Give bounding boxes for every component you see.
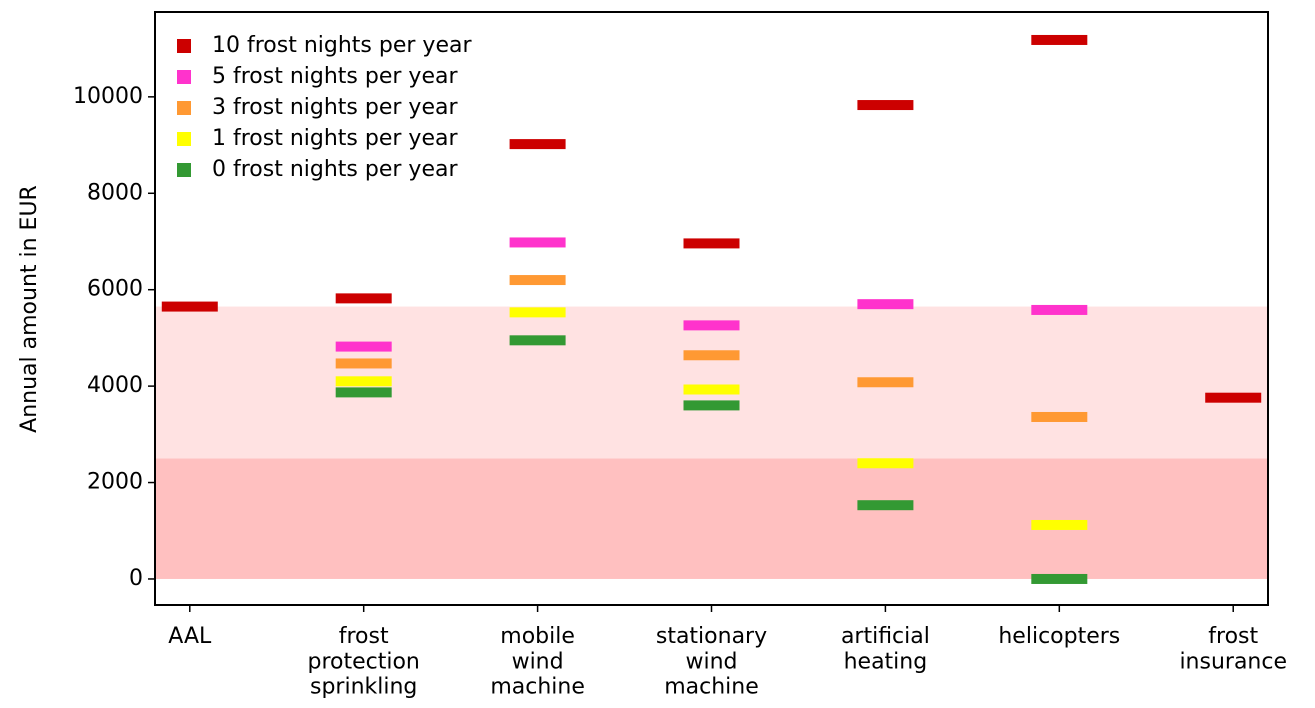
marker — [335, 387, 392, 398]
legend-swatch — [177, 101, 191, 115]
marker — [509, 237, 566, 248]
x-tick-label: frost insurance — [1179, 624, 1287, 674]
marker — [1031, 411, 1088, 422]
y-tick-label: 4000 — [87, 373, 143, 398]
marker — [509, 139, 566, 150]
marker — [683, 238, 740, 249]
x-tick-label: stationary wind machine — [656, 624, 767, 700]
legend-swatch — [177, 39, 191, 53]
marker — [1031, 304, 1088, 315]
x-tick-label: artificial heating — [841, 624, 930, 674]
marker — [857, 377, 914, 388]
y-tick-label: 2000 — [87, 470, 143, 495]
marker — [335, 293, 392, 304]
marker — [857, 500, 914, 511]
legend-label: 3 frost nights per year — [212, 95, 458, 120]
marker — [683, 350, 740, 361]
marker — [1205, 392, 1262, 403]
x-tick-label: mobile wind machine — [490, 624, 585, 700]
marker — [335, 358, 392, 369]
x-tick-label: helicopters — [998, 624, 1120, 649]
legend-swatch — [177, 132, 191, 146]
y-tick-label: 8000 — [87, 180, 143, 205]
x-tick-label: AAL — [168, 624, 212, 649]
marker — [1031, 34, 1088, 45]
legend-swatch — [177, 70, 191, 84]
marker — [857, 100, 914, 111]
legend-label: 10 frost nights per year — [212, 33, 472, 58]
marker — [857, 299, 914, 310]
legend-label: 5 frost nights per year — [212, 64, 458, 89]
marker — [509, 307, 566, 318]
marker — [1031, 573, 1088, 584]
marker — [683, 320, 740, 331]
y-tick-label: 6000 — [87, 277, 143, 302]
marker — [335, 376, 392, 387]
marker — [857, 458, 914, 469]
threshold-band — [155, 458, 1268, 579]
marker — [683, 400, 740, 411]
marker — [509, 275, 566, 286]
y-tick-label: 10000 — [73, 84, 143, 109]
x-tick-label: frost protection sprinkling — [307, 624, 419, 700]
marker — [683, 384, 740, 395]
legend-label: 0 frost nights per year — [212, 157, 458, 182]
marker — [335, 341, 392, 352]
legend-label: 1 frost nights per year — [212, 126, 458, 151]
legend-swatch — [177, 163, 191, 177]
marker — [509, 335, 566, 346]
marker — [1031, 519, 1088, 530]
y-tick-label: 0 — [129, 566, 143, 591]
marker — [161, 301, 218, 312]
y-axis-label: Annual amount in EUR — [17, 185, 42, 433]
